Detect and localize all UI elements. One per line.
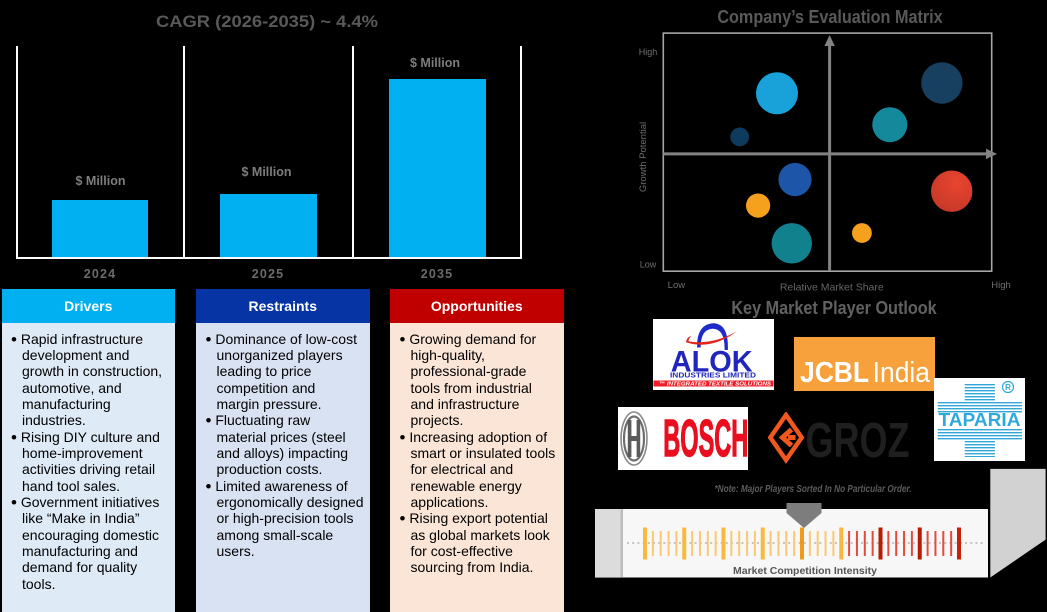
svg-text:Low: Low bbox=[640, 260, 657, 270]
svg-text:ALOK: ALOK bbox=[671, 345, 754, 378]
svg-text:Relative Market Share: Relative Market Share bbox=[780, 282, 884, 294]
svg-text:High: High bbox=[991, 280, 1011, 291]
svg-text:Low: Low bbox=[668, 280, 686, 291]
svg-text:Market Competition Intensity: Market Competition Intensity bbox=[733, 565, 877, 577]
svg-text:Growth Potential: Growth Potential bbox=[638, 122, 649, 192]
svg-text:JCBLIndia: JCBLIndia bbox=[800, 357, 931, 389]
svg-text:R: R bbox=[1005, 383, 1011, 392]
svg-text:™ INTEGRATED TEXTILE SOLUTIONS: ™ INTEGRATED TEXTILE SOLUTIONS bbox=[659, 382, 771, 388]
svg-text:GROZ: GROZ bbox=[806, 414, 910, 464]
svg-text:BOSCH: BOSCH bbox=[663, 410, 748, 468]
svg-text:INDUSTRIES LIMITED: INDUSTRIES LIMITED bbox=[670, 373, 756, 380]
svg-text:High: High bbox=[639, 47, 658, 57]
svg-text:TAPARIA: TAPARIA bbox=[938, 410, 1020, 430]
